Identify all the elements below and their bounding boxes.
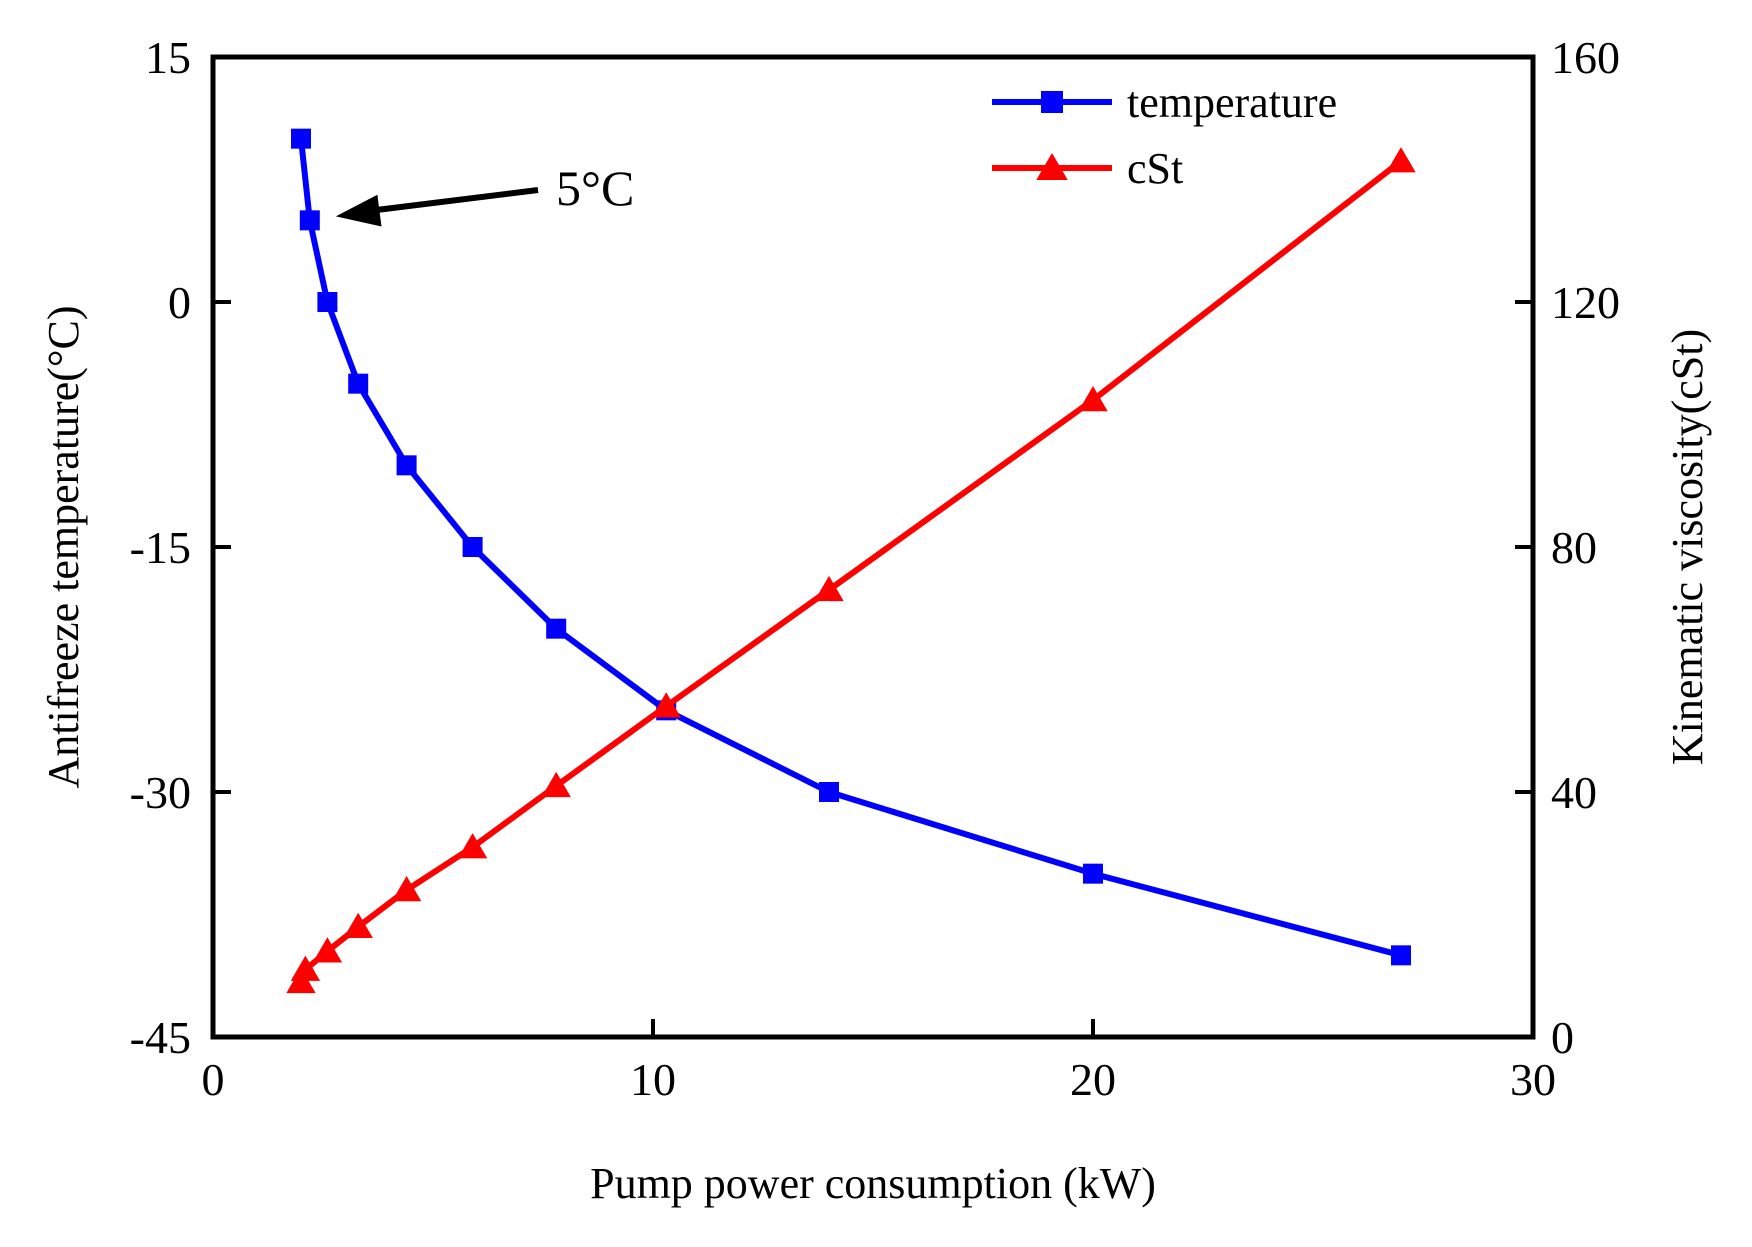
x-axis-title: Pump power consumption (kW) — [590, 1159, 1156, 1208]
cSt-point — [814, 575, 844, 602]
y-left-tick-label: -30 — [130, 767, 191, 818]
cSt-point — [290, 955, 321, 981]
x-tick-label: 20 — [1070, 1054, 1116, 1105]
temperature-point — [1391, 945, 1411, 966]
legend-label-cSt: cSt — [1127, 144, 1183, 193]
x-tick-label: 0 — [202, 1054, 225, 1105]
legend-label-temperature: temperature — [1127, 78, 1337, 127]
cSt-point — [1386, 147, 1416, 173]
y-left-tick-label: -15 — [130, 522, 191, 573]
x-tick-label: 10 — [630, 1054, 676, 1105]
cSt-point — [312, 937, 343, 963]
temperature-point — [462, 537, 483, 557]
temperature-point — [396, 455, 417, 476]
series-cst — [286, 147, 1416, 994]
y-axis-right-title: Kinematic viscosity(cSt) — [1663, 329, 1712, 765]
temperature-point — [317, 292, 338, 312]
y-left-tick-label: 15 — [145, 32, 191, 83]
cSt-point — [457, 833, 488, 859]
plot-frame — [210, 54, 1536, 1040]
y-right-tick-label: 0 — [1551, 1012, 1574, 1063]
y-left-tick-label: -45 — [130, 1012, 191, 1063]
temperature-point — [819, 782, 839, 802]
temperature-point — [291, 128, 311, 149]
annotation: 5°C — [335, 160, 634, 227]
cSt-point — [1078, 386, 1108, 412]
temperature-point — [546, 618, 567, 639]
temperature-point — [348, 373, 369, 394]
legend-marker-cSt — [1036, 153, 1068, 180]
cSt-point — [651, 692, 681, 718]
y-left-tick-label: 0 — [168, 277, 191, 328]
legend-marker-temperature — [1041, 91, 1063, 113]
y-axis-left-title: Antifreeze temperature(°C) — [39, 306, 88, 789]
temperature-point — [299, 210, 320, 231]
annotation-arrow-head — [335, 194, 382, 227]
legend: temperature cSt — [992, 78, 1337, 193]
y-right-tick-label: 160 — [1551, 32, 1620, 83]
x-tick-label: 30 — [1510, 1054, 1556, 1105]
cSt-point — [343, 912, 373, 938]
annotation-text: 5°C — [556, 160, 634, 216]
annotation-arrow-shaft — [365, 187, 539, 215]
cSt-line — [298, 158, 1403, 983]
temperature-point — [1083, 863, 1103, 884]
series-temperature — [291, 128, 1411, 966]
y-right-tick-label: 40 — [1551, 767, 1597, 818]
y-right-tick-label: 120 — [1551, 277, 1620, 328]
cSt-point — [541, 771, 571, 798]
cSt-point — [391, 876, 422, 902]
y-right-tick-label: 80 — [1551, 522, 1597, 573]
axis-ticks: 0 10 20 30 15 0 -15 -30 -45 160 120 80 40 0 — [130, 32, 1620, 1105]
